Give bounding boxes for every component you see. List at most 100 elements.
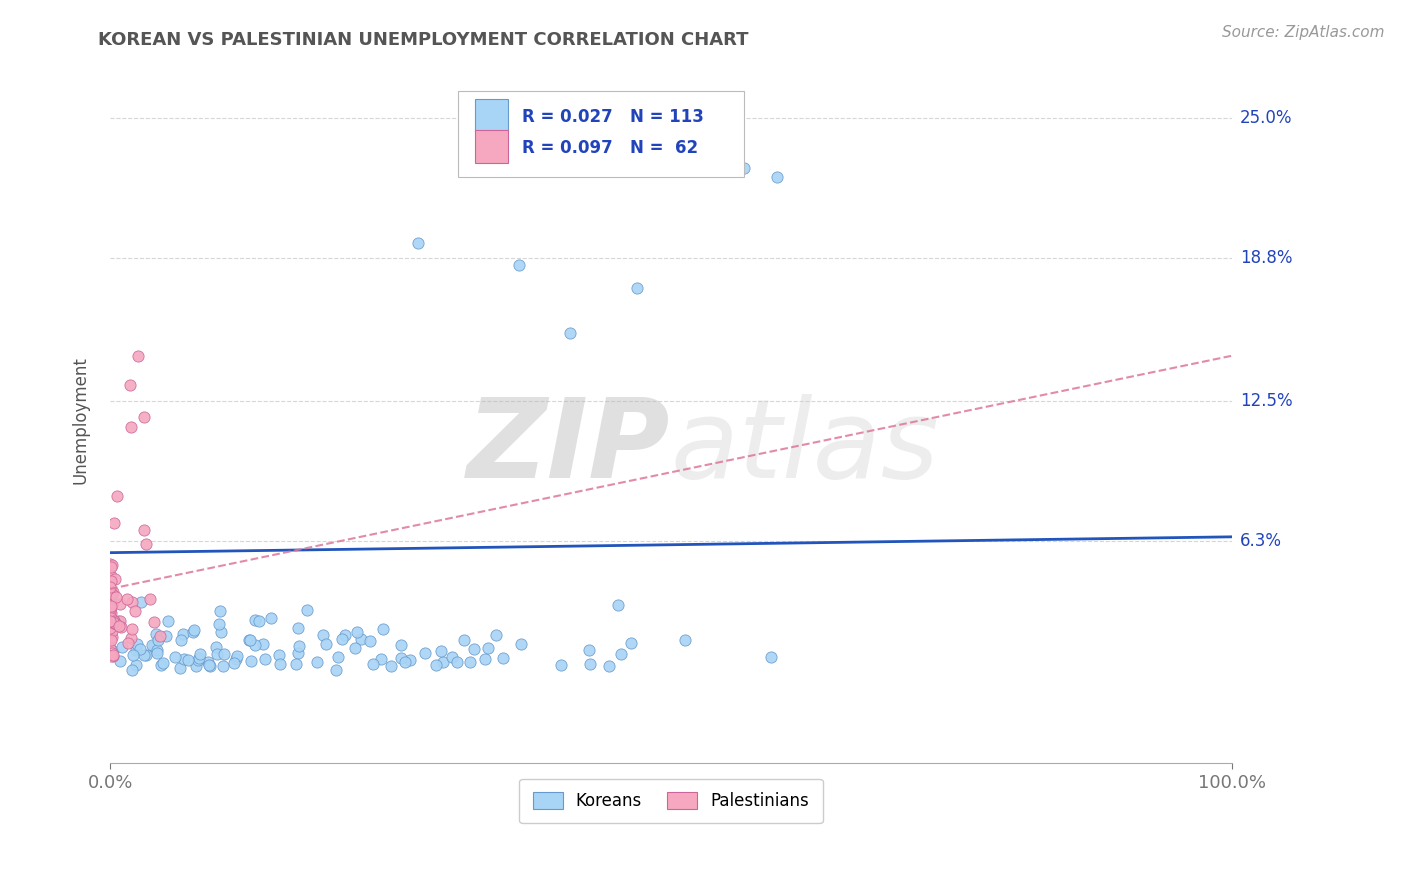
Koreans [108,654,131,668]
Palestinians [101,586,124,600]
Koreans [346,624,368,639]
Palestinians [103,615,125,630]
Koreans [169,661,191,675]
Koreans [146,643,169,657]
Palestinians [110,620,132,634]
Koreans [135,648,157,663]
Koreans [124,658,146,673]
Koreans [343,640,366,655]
Palestinians [98,580,121,594]
Koreans [197,655,219,669]
Koreans [245,638,267,652]
Palestinians [98,603,121,617]
Palestinians [103,614,125,628]
Koreans [125,637,148,651]
Text: KOREAN VS PALESTINIAN UNEMPLOYMENT CORRELATION CHART: KOREAN VS PALESTINIAN UNEMPLOYMENT CORRE… [98,31,749,49]
Text: 6.3%: 6.3% [1240,533,1282,550]
Koreans [148,632,170,647]
Palestinians [143,615,166,630]
Palestinians [98,558,121,572]
Koreans [188,648,211,662]
Koreans [287,646,309,660]
Koreans [389,638,412,652]
Palestinians [101,630,124,644]
Koreans [430,644,453,658]
Palestinians [101,597,124,611]
Koreans [165,649,187,664]
Palestinians [100,623,122,637]
Koreans [183,623,205,637]
Koreans [408,235,430,250]
Palestinians [101,647,124,661]
Text: 25.0%: 25.0% [1240,109,1292,128]
Koreans [440,650,463,665]
Palestinians [132,523,155,537]
Koreans [198,657,221,672]
Koreans [134,648,156,662]
Koreans [155,628,177,642]
Koreans [305,655,328,669]
Palestinians [98,622,121,636]
Text: Source: ZipAtlas.com: Source: ZipAtlas.com [1222,25,1385,40]
Palestinians [121,595,143,609]
Palestinians [100,560,122,574]
Palestinians [103,614,125,628]
Koreans [124,643,146,657]
Koreans [325,663,347,677]
Koreans [578,643,600,657]
Palestinians [149,629,172,643]
Palestinians [124,604,146,618]
Koreans [238,632,260,647]
Koreans [269,648,291,663]
Koreans [380,659,402,673]
Koreans [492,651,515,665]
Koreans [157,614,180,628]
Palestinians [98,646,121,660]
Koreans [225,649,247,664]
Koreans [209,624,232,639]
Palestinians [132,409,155,424]
Koreans [122,648,145,662]
Palestinians [98,621,121,635]
Koreans [209,604,232,618]
Palestinians [100,611,122,625]
Koreans [240,655,263,669]
Text: 18.8%: 18.8% [1240,250,1292,268]
Koreans [187,653,209,667]
Palestinians [127,349,149,363]
Palestinians [103,615,125,630]
Koreans [204,640,226,654]
Koreans [598,658,620,673]
Koreans [177,652,200,666]
Palestinians [98,587,121,601]
Koreans [285,657,308,671]
Palestinians [100,641,122,656]
Koreans [100,646,122,660]
Koreans [150,658,173,673]
Koreans [350,632,373,646]
Koreans [474,651,496,665]
Koreans [152,656,174,670]
Palestinians [101,587,124,601]
Text: atlas: atlas [671,394,939,501]
Koreans [463,641,485,656]
Palestinians [121,622,143,636]
Koreans [212,647,235,661]
Koreans [413,646,436,660]
Koreans [315,637,337,651]
Koreans [252,637,274,651]
Palestinians [100,648,122,663]
Koreans [394,655,416,669]
Koreans [260,611,283,625]
Koreans [558,326,581,340]
Koreans [626,281,648,295]
Koreans [398,653,420,667]
Koreans [508,258,530,272]
Palestinians [101,649,124,664]
Koreans [330,632,353,647]
Palestinians [101,624,124,639]
FancyBboxPatch shape [475,99,508,132]
Koreans [733,161,755,175]
Koreans [207,647,229,661]
Koreans [247,614,270,628]
